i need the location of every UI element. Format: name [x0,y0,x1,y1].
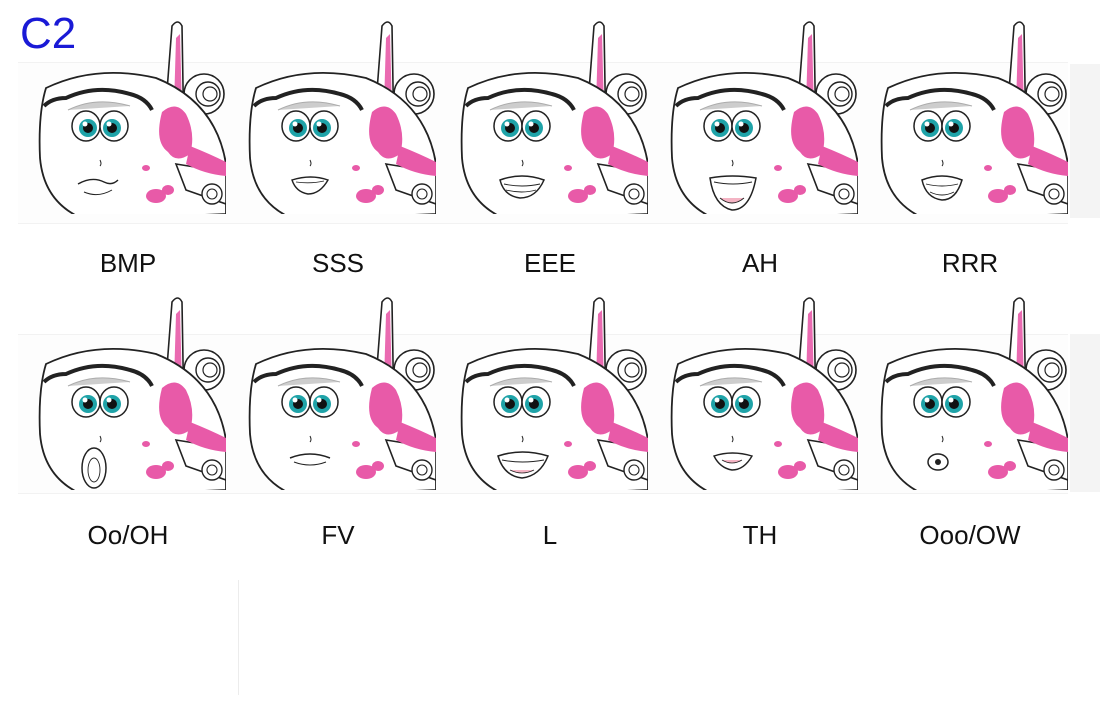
viseme-label: TH [742,520,778,550]
plane-face-lip-bite-image [236,290,437,497]
viseme-label: Ooo/OW [919,520,1021,550]
viseme-label: Oo/OH [87,520,169,550]
plane-face-rounded-teeth-image [868,14,1069,221]
viseme-label: EEE [523,248,577,278]
viseme-label: AH [741,248,779,278]
viseme-label: RRR [941,248,999,278]
plane-face-pucker-image [868,290,1069,497]
viseme-label: SSS [311,248,365,278]
viseme-label: L [542,520,558,550]
plane-face-open-image [658,14,859,221]
viseme-label: BMP [99,248,157,278]
plane-face-oval-image [26,290,227,497]
edge-strip-1 [1070,64,1100,218]
plane-face-tongue-image [658,290,859,497]
edge-strip-2 [1070,334,1100,492]
plane-face-teeth-tongue-image [448,290,649,497]
plane-face-closed-image [26,14,227,221]
plane-face-teeth-small-image [236,14,437,221]
plane-face-teeth-wide-image [448,14,649,221]
sheet-label: C2 [20,9,77,58]
viseme-label: FV [321,520,355,550]
divider-line [238,580,239,695]
